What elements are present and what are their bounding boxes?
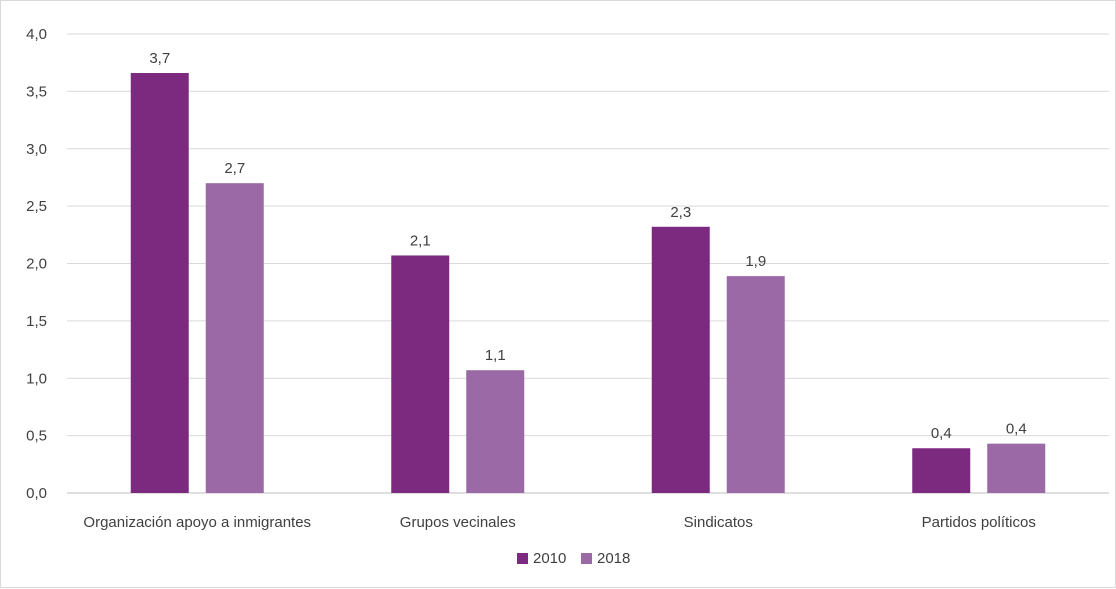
y-tick-label: 0,0	[26, 485, 47, 502]
data-label: 3,7	[149, 50, 170, 67]
legend-swatch-2018	[581, 553, 592, 564]
data-label: 0,4	[1006, 421, 1027, 438]
y-tick-label: 3,5	[26, 83, 47, 100]
category-label: Organización apoyo a inmigrantes	[83, 514, 311, 531]
bar-2010-2	[391, 255, 450, 493]
category-label: Partidos políticos	[922, 514, 1036, 531]
data-label: 0,4	[931, 425, 952, 442]
bar-2010-1	[130, 73, 189, 493]
bar-2018-3	[726, 276, 785, 493]
y-tick-label: 0,5	[26, 428, 47, 445]
data-label: 1,9	[745, 253, 766, 270]
bar-2018-1	[205, 183, 264, 494]
y-tick-label: 1,5	[26, 313, 47, 330]
y-tick-label: 4,0	[26, 26, 47, 43]
legend-label: 2018	[597, 550, 630, 567]
bar-2010-3	[651, 226, 710, 493]
bar-2018-4	[987, 443, 1046, 493]
legend-swatch-2010	[517, 553, 528, 564]
data-label: 1,1	[485, 347, 506, 364]
data-label: 2,7	[224, 160, 245, 177]
y-tick-label: 2,0	[26, 256, 47, 273]
y-tick-label: 3,0	[26, 141, 47, 158]
y-tick-label: 2,5	[26, 198, 47, 215]
y-tick-label: 1,0	[26, 370, 47, 387]
bar-2018-2	[466, 370, 525, 493]
data-label: 2,3	[670, 204, 691, 221]
legend-label: 2010	[533, 550, 566, 567]
category-label: Sindicatos	[684, 514, 753, 531]
bar-2010-4	[912, 448, 971, 493]
data-label: 2,1	[410, 232, 431, 249]
category-label: Grupos vecinales	[400, 514, 516, 531]
